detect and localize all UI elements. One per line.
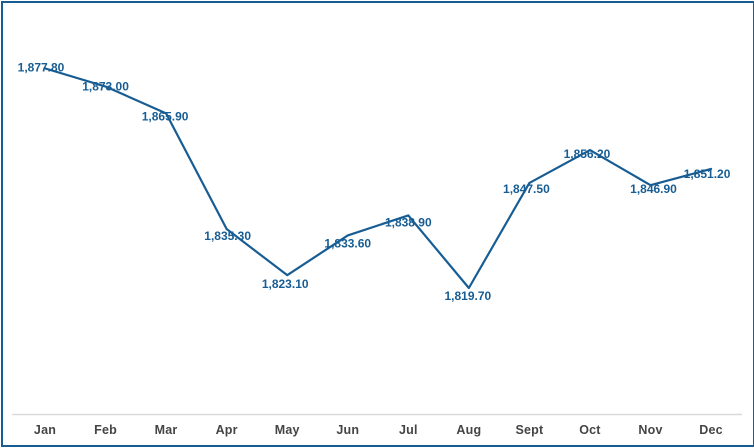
data-point-label: 1,835.30	[204, 229, 251, 243]
data-point-label: 1,846.90	[630, 182, 677, 196]
x-axis-tick-label: May	[275, 423, 300, 437]
x-axis-tick-label: Jun	[336, 423, 359, 437]
data-point-label: 1,847.50	[503, 182, 550, 196]
x-axis-tick-label: Aug	[456, 423, 481, 437]
x-axis-tick-label: Sept	[515, 423, 544, 437]
x-axis-tick-label: Jul	[399, 423, 418, 437]
data-point-label: 1,819.70	[444, 289, 491, 303]
x-axis-tick-label: Dec	[699, 423, 723, 437]
data-point-label: 1,873.00	[82, 80, 129, 94]
x-axis-tick-label: Mar	[155, 423, 178, 437]
trend-line	[43, 67, 713, 290]
data-point-label: 1,877.80	[18, 60, 65, 74]
x-axis-tick-label: Jan	[34, 423, 56, 437]
data-point-label: 1,838.90	[385, 215, 432, 229]
x-axis-tick-label: Oct	[579, 423, 601, 437]
chart-canvas: 1,877.80 1,873.00 1,865.90 1,835.30 1,823.10…	[12, 60, 742, 437]
x-axis-tick-label: Feb	[94, 423, 117, 437]
x-axis-tick-label: Apr	[216, 423, 238, 437]
data-point-label: 1,851.20	[684, 167, 731, 181]
data-point-label: 1,865.90	[142, 109, 189, 123]
data-point-label: 1,833.60	[324, 236, 371, 250]
data-point-label: 1,856.20	[564, 147, 611, 161]
x-axis-tick-label: Nov	[638, 423, 662, 437]
data-point-label: 1,823.10	[262, 277, 309, 291]
